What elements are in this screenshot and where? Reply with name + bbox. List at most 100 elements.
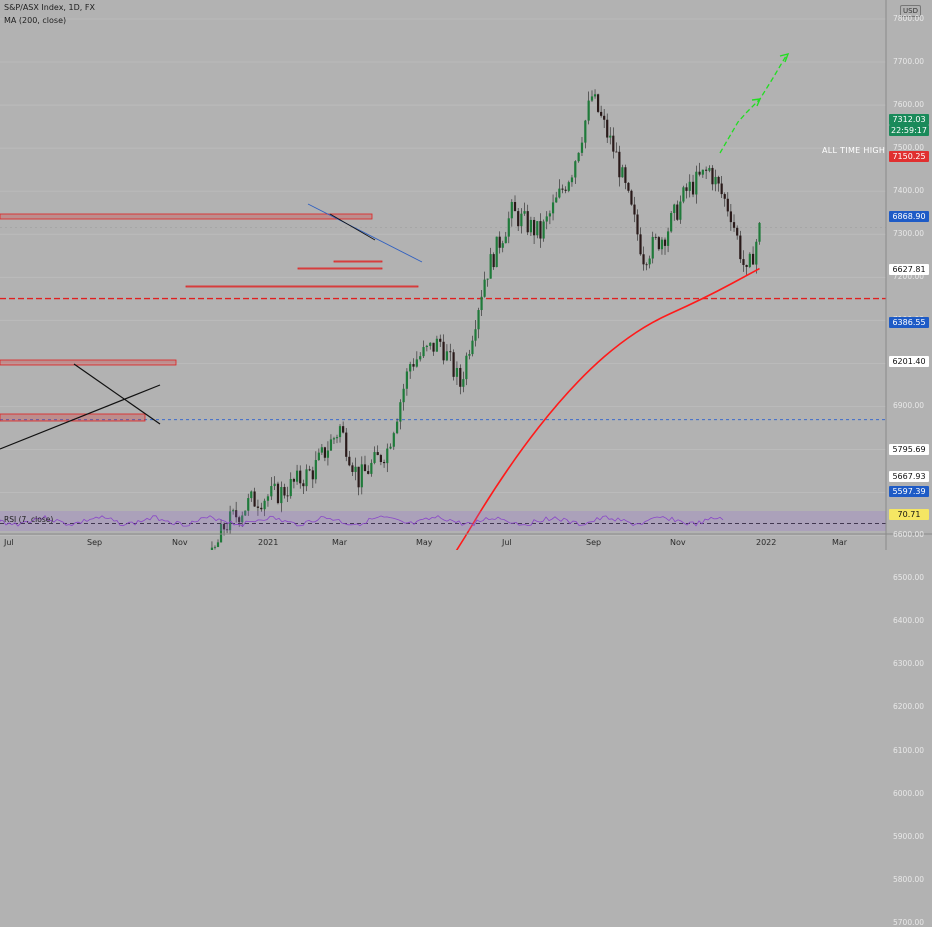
candle-body (555, 197, 558, 203)
candle-body (342, 426, 345, 433)
candle-body (758, 222, 761, 242)
candle-body (276, 483, 280, 504)
candle-body (606, 119, 609, 138)
trendline (307, 203, 423, 263)
zone-rect (333, 260, 383, 263)
zone-rect (0, 213, 373, 220)
price-axis-label: 7800.00 (893, 14, 925, 23)
candle-body (570, 177, 574, 183)
support-zones (0, 213, 419, 422)
candle-body (567, 182, 570, 191)
candle-body (517, 211, 520, 227)
candle-body (536, 221, 539, 236)
price-tag: 5795.69 (889, 444, 929, 455)
candle-body (748, 253, 751, 267)
candle-body (529, 219, 533, 233)
ma-indicator-label[interactable]: MA (200, close) (4, 16, 67, 25)
candle-body (587, 100, 590, 121)
candle-body (551, 202, 555, 214)
candle-body (720, 183, 723, 195)
candle-body (698, 171, 701, 175)
candle-body (260, 507, 263, 510)
candle-body (305, 469, 308, 487)
candle-body (244, 510, 247, 516)
candle-body (449, 351, 452, 353)
rsi-pane (0, 511, 886, 531)
candle-body (289, 479, 292, 497)
candle-body (723, 194, 726, 199)
candle-body (603, 115, 606, 120)
candle-body (216, 542, 220, 547)
time-axis-label: Jul (4, 538, 14, 547)
candle-body (618, 151, 621, 178)
price-tag: 6386.55 (889, 317, 929, 328)
candlesticks (210, 89, 761, 550)
candle-body (395, 421, 399, 434)
candle-body (329, 439, 333, 451)
candle-body (292, 479, 296, 482)
candle-body (492, 254, 495, 268)
price-tag: 5597.39 (889, 486, 929, 497)
candle-body (320, 447, 323, 453)
candle-body (273, 483, 276, 487)
candle-body (751, 253, 755, 265)
price-axis-label: 7500.00 (893, 143, 925, 153)
candle-body (409, 364, 412, 372)
price-axis-label: 6100.00 (893, 745, 925, 755)
candle-body (465, 355, 468, 380)
forecast-arrow-line (719, 55, 787, 154)
candle-body (498, 236, 501, 248)
candle-body (564, 189, 567, 191)
candle-body (615, 151, 618, 153)
price-tag: 6868.90 (889, 211, 929, 222)
trendlines (0, 203, 423, 450)
all-time-high-label: ALL TIME HIGH (822, 146, 886, 155)
candle-body (455, 367, 459, 377)
price-axis-label: 7700.00 (893, 57, 925, 67)
candle-body (402, 388, 405, 403)
candle-body (745, 264, 748, 267)
candle-body (729, 211, 732, 223)
candle-body (590, 96, 594, 101)
candle-body (654, 236, 657, 238)
candle-body (376, 452, 379, 456)
currency-badge[interactable]: USD (900, 5, 921, 17)
price-axis-label: 7600.00 (893, 100, 925, 110)
candle-body (386, 448, 389, 464)
candle-body (630, 190, 633, 205)
trendline (329, 213, 376, 241)
rsi-band (0, 511, 886, 531)
candle-body (317, 452, 320, 461)
candle-body (474, 329, 477, 341)
price-tag: 6201.40 (889, 356, 929, 367)
zone-rect (0, 413, 146, 422)
trendline (0, 384, 161, 450)
candle-body (357, 466, 360, 488)
candle-body (405, 371, 408, 389)
candle-body (705, 169, 708, 171)
price-chart[interactable] (0, 0, 932, 550)
grid (0, 18, 886, 536)
candle-body (399, 402, 402, 422)
price-axis-label: 7300.00 (893, 229, 925, 239)
price-axis-label: 5900.00 (893, 831, 925, 841)
candle-body (345, 432, 348, 457)
candle-body (477, 310, 480, 330)
candle-body (726, 198, 729, 212)
candle-body (609, 135, 612, 138)
time-axis-label: Mar (332, 538, 348, 547)
candle-body (311, 470, 314, 480)
zone-rect (297, 267, 383, 270)
candle-body (302, 483, 305, 487)
candle-body (415, 359, 418, 367)
candle-body (228, 511, 232, 531)
rsi-indicator-label[interactable]: RSI (7, close) (4, 515, 54, 524)
candle-body (593, 94, 597, 97)
candle-body (732, 222, 736, 228)
price-tag: 7150.25 (889, 151, 929, 162)
candle-body (468, 354, 471, 356)
candle-body (520, 213, 523, 227)
candle-body (314, 460, 317, 480)
candle-body (645, 264, 648, 266)
